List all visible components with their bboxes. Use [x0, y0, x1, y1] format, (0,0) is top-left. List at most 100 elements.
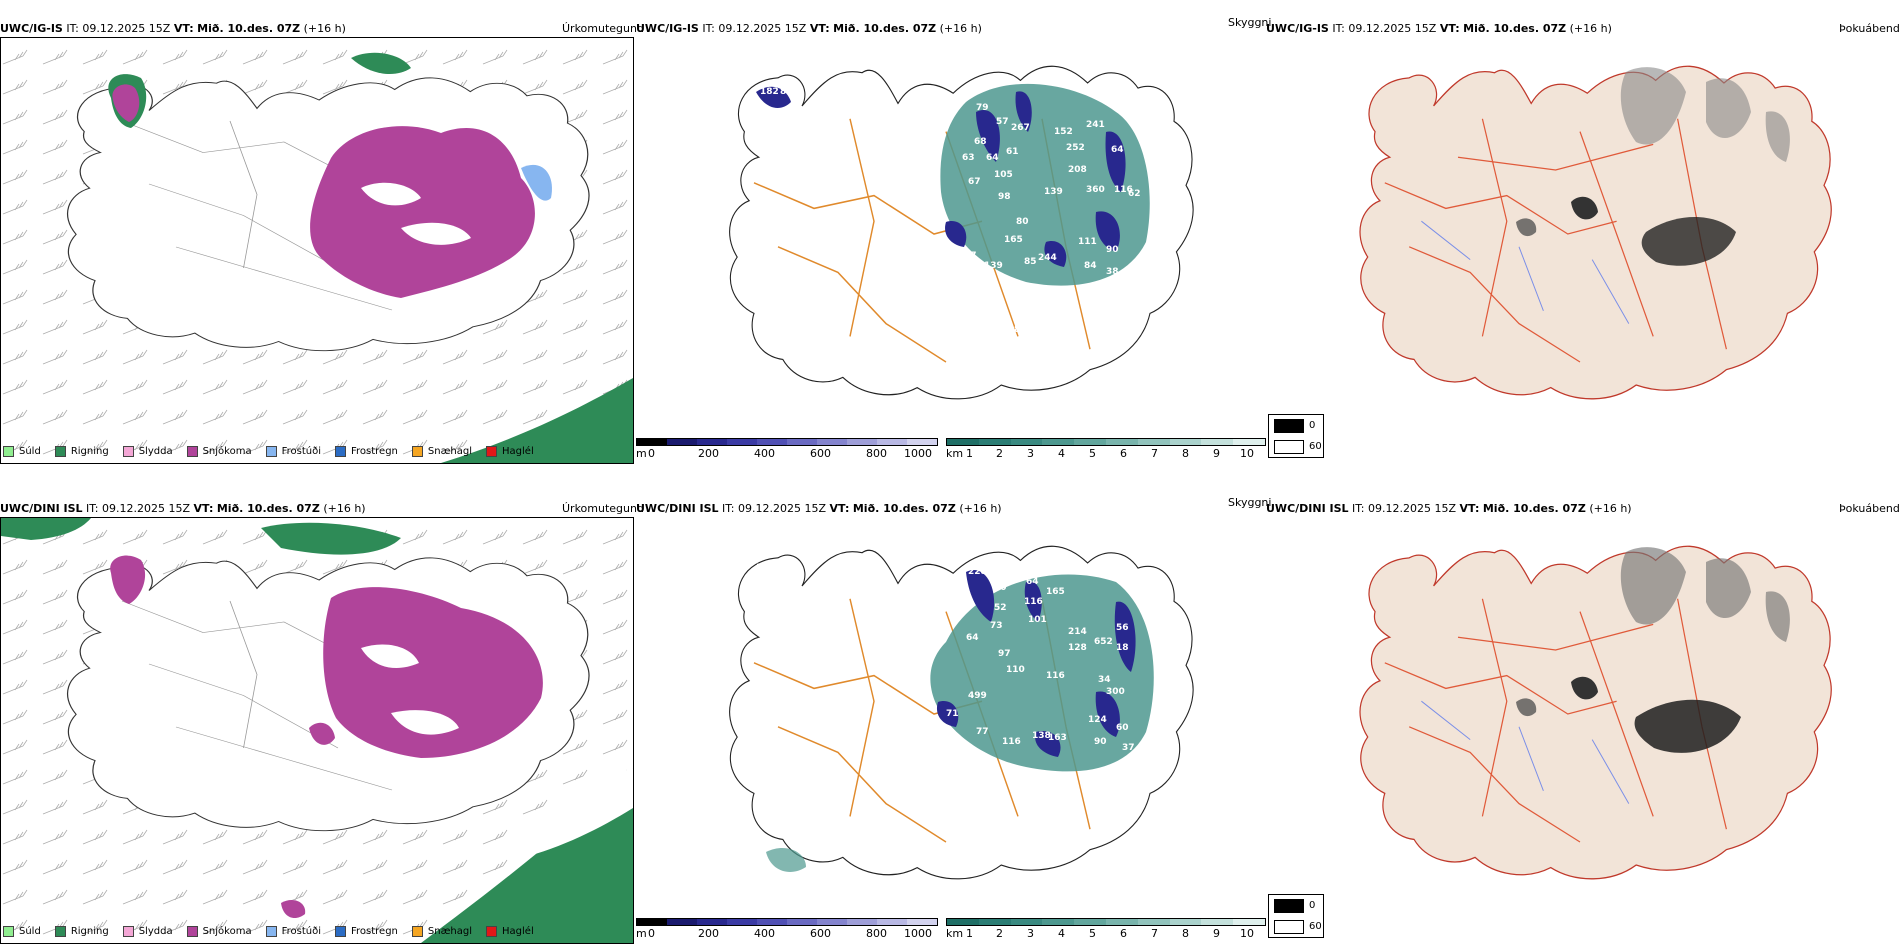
height-bar-seg: [907, 919, 937, 925]
height-bar-seg: [907, 439, 937, 445]
fog-legend-swatch-60: [1274, 920, 1304, 934]
legend-swatch: [335, 926, 346, 937]
vis-num: 252: [1066, 143, 1085, 153]
vis-bar: [946, 438, 1266, 446]
vis-num: 97: [998, 649, 1011, 659]
height-bar-seg: [877, 439, 907, 445]
legend-swatch: [265, 926, 277, 937]
row2-visibility-title: UWC/DINI ISL IT: 09.12.2025 15Z VT: Mið.…: [636, 502, 1002, 515]
vis-num: 85: [1024, 257, 1037, 267]
height-bar-seg: [787, 919, 817, 925]
vis-num: 68: [974, 137, 987, 147]
vis-num: 61: [1006, 147, 1019, 157]
vis-bar-tick: 3: [1027, 927, 1034, 940]
vis-bar-tick: 4: [1058, 927, 1065, 940]
height-bar-tick: 200: [698, 447, 719, 460]
legend-item-sudl: Súld: [3, 926, 41, 937]
legend-swatch: [486, 926, 498, 937]
vis-num: 116: [1024, 597, 1043, 607]
row2-fog-label: Þokuábendi: [1839, 502, 1900, 515]
row1-precip-panel: UWC/IG-IS IT: 09.12.2025 15Z VT: Mið. 10…: [0, 0, 644, 475]
vis-num: 80: [1016, 217, 1029, 227]
vis-num: 72: [1028, 797, 1041, 807]
vis-num: 67: [968, 177, 981, 187]
legend-swatch: [3, 926, 14, 937]
vis-bar-seg: [1201, 919, 1234, 925]
vis-num: 652: [1094, 637, 1113, 647]
vis-bar-tick: 2: [996, 447, 1003, 460]
vis-bar-seg: [947, 919, 979, 925]
vis-num: 63: [962, 153, 975, 163]
vis-num: 72: [780, 563, 793, 573]
height-bar-seg: [727, 919, 757, 925]
legend-swatch: [486, 446, 498, 457]
vis-bar-seg: [1169, 439, 1202, 445]
row2-colorbars: m 0 200 400 600 800 1000 km 1 2 3 4 5 6 …: [636, 918, 1266, 942]
legend-item-slydda: Slydda: [122, 926, 173, 937]
vis-bar-unit: km: [946, 447, 964, 460]
vis-bar-unit: km: [946, 927, 964, 940]
vis-bar-tick: 7: [1151, 927, 1158, 940]
vis-bar-tick: 6: [1120, 927, 1127, 940]
row2-precip-map: Súld Rigning Slydda Snjókoma Frostúði Fr…: [0, 517, 634, 944]
precip-map-svg: [1, 38, 633, 463]
vis-num: 60: [1116, 723, 1129, 733]
legend-item-snjokoma: Snjókoma: [186, 926, 252, 937]
vis-num: 71: [946, 709, 959, 719]
vis-bar-tick: 6: [1120, 447, 1127, 460]
vis-bar-seg: [1169, 919, 1202, 925]
legend-item-snjokoma: Snjókoma: [186, 446, 252, 457]
visibility-map-svg: 182 86 79 57 267 152 241 68 63 64 61 67 …: [728, 65, 1194, 400]
vis-num: 165: [1046, 587, 1065, 597]
height-bar-seg: [697, 439, 727, 445]
vis-num: 90: [1106, 245, 1119, 255]
legend-item-haglel: Haglél: [486, 926, 534, 937]
row1-visibility-panel: UWC/IG-IS IT: 09.12.2025 15Z VT: Mið. 10…: [636, 0, 1271, 475]
fog-legend-label: 0: [1309, 420, 1316, 431]
row1-visibility-label: Skyggni: [1228, 16, 1272, 29]
vis-num: 37: [1122, 743, 1135, 753]
height-bar-tick: 600: [810, 447, 831, 460]
row1-precip-label: Úrkomutegund: [562, 22, 644, 35]
height-bar-seg: [637, 439, 667, 445]
height-bar-seg: [817, 919, 847, 925]
vis-num: 208: [1068, 165, 1087, 175]
vis-num: 267: [1011, 123, 1030, 133]
vis-num: 152: [1054, 127, 1073, 137]
row2-visibility-label: Skyggni: [1228, 496, 1272, 509]
vis-num: 64: [966, 633, 979, 643]
legend-item-rigning: Rigning: [54, 446, 109, 457]
precip-legend: Súld Rigning Slydda Snjókoma Frostúði Fr…: [3, 446, 548, 457]
legend-item-snaehagl: Snæhagl: [411, 446, 472, 457]
vis-bar-seg: [1105, 919, 1138, 925]
legend-swatch: [122, 446, 134, 457]
fog-legend-label: 60: [1309, 441, 1322, 452]
legend-swatch: [54, 446, 66, 457]
vis-num: 84: [1084, 261, 1097, 271]
row1-colorbars: m 0 200 400 600 800 1000 km 1 2 3 4 5 6 …: [636, 438, 1266, 462]
vis-bar: [946, 918, 1266, 926]
vis-num: 64: [1026, 577, 1039, 587]
row1-precip-title: UWC/IG-IS IT: 09.12.2025 15Z VT: Mið. 10…: [0, 22, 346, 35]
row2-precip-title: UWC/DINI ISL IT: 09.12.2025 15Z VT: Mið.…: [0, 502, 366, 515]
vis-num: 77: [976, 727, 989, 737]
vis-num: 116: [1002, 737, 1021, 747]
vis-num: 214: [1068, 627, 1087, 637]
vis-num: 244: [1038, 253, 1057, 263]
vis-num: 52: [994, 603, 1007, 613]
legend-item-frostudi: Frostúði: [265, 446, 321, 457]
vis-num: 116: [1046, 671, 1065, 681]
vis-num: 60: [994, 583, 1007, 593]
height-bar-seg: [757, 919, 787, 925]
vis-num: 79: [976, 103, 989, 113]
height-bar-tick: 1000: [904, 447, 932, 460]
fog-legend-swatch-60: [1274, 440, 1304, 454]
vis-num: 241: [1086, 120, 1105, 130]
vis-num: 77: [964, 251, 977, 261]
vis-num: 360: [1086, 185, 1105, 195]
vis-num: 124: [1088, 715, 1107, 725]
height-bar-seg: [847, 439, 877, 445]
row2-fog-legend: 0 60: [1268, 894, 1324, 938]
fog-map-svg: [1359, 545, 1832, 880]
precip-legend: Súld Rigning Slydda Snjókoma Frostúði Fr…: [3, 926, 548, 937]
